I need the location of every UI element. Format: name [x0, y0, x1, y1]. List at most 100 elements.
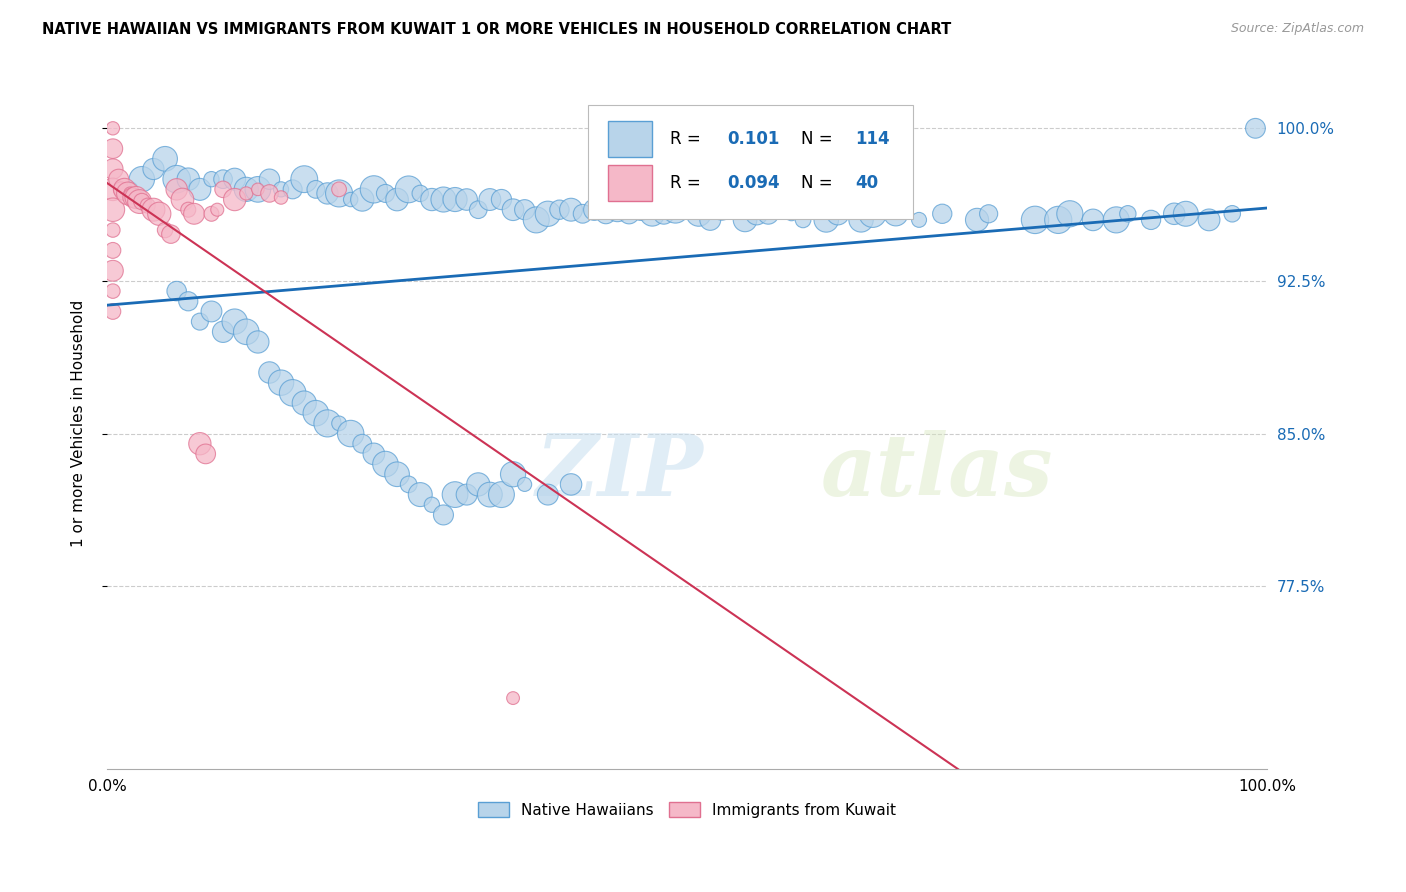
- Point: [884, 207, 907, 221]
- Point: [224, 193, 246, 207]
- Y-axis label: 1 or more Vehicles in Household: 1 or more Vehicles in Household: [72, 300, 86, 547]
- Point: [491, 487, 513, 501]
- Point: [292, 172, 315, 186]
- Point: [537, 487, 560, 501]
- Point: [688, 207, 710, 221]
- Text: N =: N =: [801, 174, 838, 192]
- Point: [292, 396, 315, 410]
- Point: [641, 207, 664, 221]
- Point: [125, 190, 148, 204]
- Point: [305, 406, 328, 420]
- Point: [101, 223, 124, 237]
- Point: [166, 182, 188, 196]
- Point: [328, 186, 350, 201]
- Point: [352, 436, 374, 450]
- Point: [212, 325, 235, 339]
- Point: [259, 366, 281, 380]
- Point: [101, 121, 124, 136]
- Point: [270, 182, 292, 196]
- Point: [583, 202, 606, 217]
- Point: [136, 199, 159, 213]
- Point: [456, 487, 478, 501]
- Point: [246, 182, 269, 196]
- Point: [207, 202, 229, 217]
- Point: [1116, 207, 1139, 221]
- Point: [339, 193, 361, 207]
- Point: [101, 161, 124, 176]
- Point: [101, 142, 124, 156]
- Point: [131, 194, 153, 209]
- Point: [114, 182, 136, 196]
- Point: [676, 202, 699, 217]
- FancyBboxPatch shape: [589, 105, 914, 219]
- Point: [101, 202, 124, 217]
- Point: [188, 436, 211, 450]
- Point: [606, 202, 628, 217]
- Point: [166, 284, 188, 298]
- Point: [281, 182, 304, 196]
- Point: [374, 186, 396, 201]
- Point: [200, 207, 222, 221]
- Point: [1220, 207, 1243, 221]
- Point: [444, 193, 467, 207]
- Text: 0.094: 0.094: [728, 174, 780, 192]
- Point: [513, 477, 536, 491]
- Point: [339, 426, 361, 441]
- Point: [305, 182, 328, 196]
- Point: [409, 186, 432, 201]
- Point: [177, 202, 200, 217]
- Bar: [609, 121, 652, 157]
- Point: [966, 213, 988, 227]
- Point: [792, 213, 814, 227]
- Point: [259, 172, 281, 186]
- Point: [120, 186, 142, 201]
- Point: [664, 202, 686, 217]
- Point: [101, 304, 124, 318]
- Point: [502, 467, 524, 482]
- Point: [456, 193, 478, 207]
- Point: [128, 194, 150, 209]
- Point: [652, 207, 675, 221]
- Point: [131, 172, 153, 186]
- Point: [560, 202, 582, 217]
- Point: [420, 193, 443, 207]
- Text: R =: R =: [669, 130, 706, 148]
- Point: [595, 207, 617, 221]
- Point: [710, 202, 733, 217]
- Text: Source: ZipAtlas.com: Source: ZipAtlas.com: [1230, 22, 1364, 36]
- Point: [374, 457, 396, 471]
- Point: [235, 182, 257, 196]
- Point: [1024, 213, 1046, 227]
- Point: [502, 202, 524, 217]
- Point: [270, 190, 292, 204]
- Point: [281, 385, 304, 400]
- Point: [110, 182, 132, 196]
- Point: [815, 213, 838, 227]
- Point: [363, 447, 385, 461]
- Point: [177, 294, 200, 309]
- Point: [409, 487, 432, 501]
- Point: [467, 202, 489, 217]
- Point: [160, 227, 183, 241]
- Point: [444, 487, 467, 501]
- Point: [491, 193, 513, 207]
- Point: [1081, 213, 1104, 227]
- Point: [385, 467, 408, 482]
- Text: R =: R =: [669, 174, 706, 192]
- Point: [734, 213, 756, 227]
- Point: [246, 334, 269, 349]
- Point: [107, 172, 129, 186]
- Point: [398, 477, 420, 491]
- Point: [117, 186, 139, 201]
- Text: ZIP: ZIP: [536, 430, 704, 514]
- Point: [316, 417, 339, 431]
- Text: N =: N =: [801, 130, 838, 148]
- Point: [756, 207, 779, 221]
- Point: [827, 207, 849, 221]
- Point: [571, 207, 593, 221]
- Text: 0.101: 0.101: [728, 130, 780, 148]
- Point: [478, 193, 501, 207]
- Point: [699, 213, 721, 227]
- Text: NATIVE HAWAIIAN VS IMMIGRANTS FROM KUWAIT 1 OR MORE VEHICLES IN HOUSEHOLD CORREL: NATIVE HAWAIIAN VS IMMIGRANTS FROM KUWAI…: [42, 22, 952, 37]
- Point: [420, 498, 443, 512]
